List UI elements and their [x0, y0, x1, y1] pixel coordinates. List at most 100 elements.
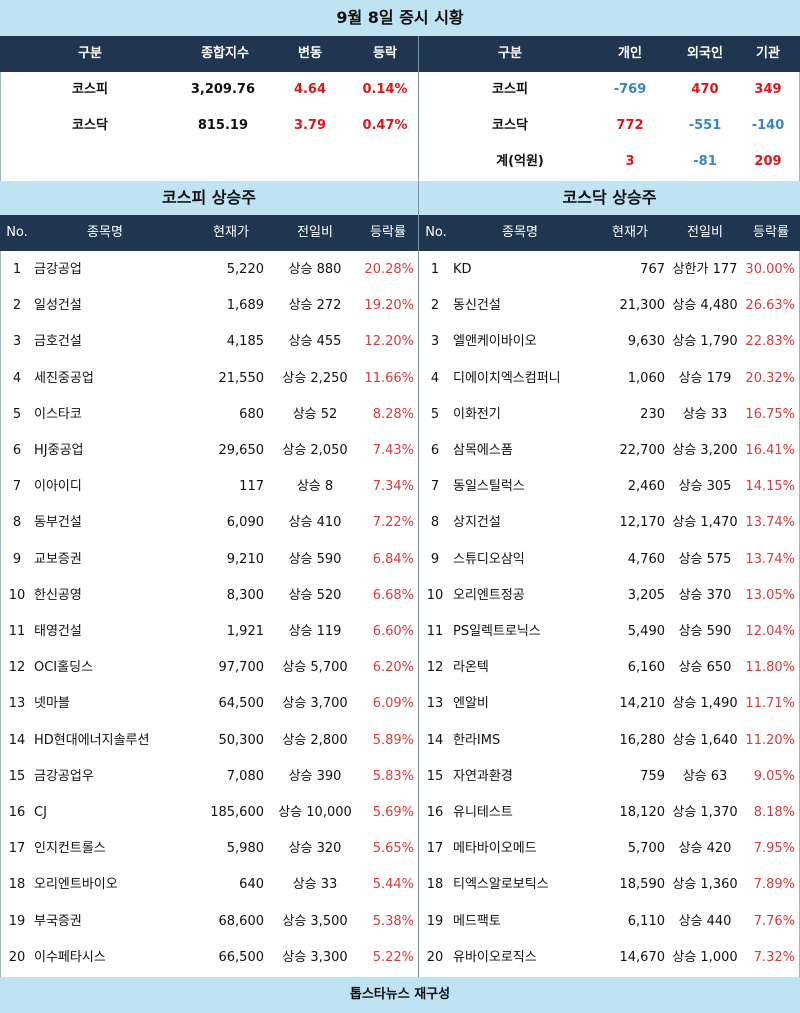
current-price: 22,700 — [619, 443, 666, 458]
price-change: 상승 3,300 — [282, 949, 348, 965]
kosdaq-header-rate: 등락률 — [753, 225, 789, 240]
row-number: 20 — [8, 949, 26, 965]
row-number: 17 — [426, 841, 444, 857]
change-rate: 11.80% — [745, 660, 795, 676]
summary-left-header-3: 등락 — [373, 46, 397, 61]
change-rate: 6.20% — [372, 660, 414, 676]
change-rate: 11.66% — [364, 370, 414, 386]
page-title: 9월 8일 증시 시황 — [0, 0, 800, 36]
current-price: 64,500 — [218, 696, 265, 712]
kospi-header-diff: 전일비 — [297, 225, 333, 240]
change-rate: 7.43% — [372, 443, 414, 458]
price-change: 상승 4,480 — [672, 298, 738, 314]
footer-credit: 톱스타뉴스 재구성 — [0, 977, 800, 1013]
change-rate: 20.32% — [745, 370, 795, 386]
change-rate: 5.38% — [372, 913, 414, 929]
current-price: 97,700 — [218, 660, 265, 676]
kospi-header-rate: 등락률 — [370, 225, 406, 240]
row-number: 1 — [12, 262, 22, 277]
stock-name: 금호건설 — [34, 334, 82, 350]
stock-name: 자연과환경 — [453, 768, 513, 784]
current-price: 14,210 — [619, 696, 666, 712]
current-price: 4,185 — [226, 334, 264, 350]
table-row: 20 유바이오로직스 14,670 상승 1,000 7.32% — [419, 940, 800, 976]
price-change: 상승 1,490 — [672, 696, 738, 712]
row-number: 11 — [8, 624, 26, 639]
change-rate: 7.95% — [753, 841, 795, 857]
stock-name: 금강공업 — [34, 262, 82, 277]
row-number: 15 — [426, 768, 444, 784]
table-row: 7 이아이디 117 상승 8 7.34% — [0, 469, 418, 505]
current-price: 29,650 — [218, 443, 265, 458]
stock-name: 오리엔트바이오 — [34, 877, 118, 893]
current-price: 185,600 — [210, 805, 264, 820]
stock-name: 한신공영 — [34, 587, 82, 603]
change-rate: 16.75% — [745, 406, 795, 422]
kosdaq-header-name: 종목명 — [502, 225, 538, 240]
stock-name: 세진중공업 — [34, 370, 94, 386]
table-row: 11 PS일렉트로닉스 5,490 상승 590 12.04% — [419, 614, 800, 650]
change-rate: 22.83% — [745, 334, 795, 350]
price-change: 상승 179 — [678, 370, 732, 386]
current-price: 5,220 — [226, 262, 264, 277]
table-row: 15 자연과환경 759 상승 63 9.05% — [419, 759, 800, 795]
change-rate: 5.65% — [372, 841, 414, 857]
price-change: 상승 33 — [682, 406, 728, 422]
current-price: 18,590 — [619, 877, 666, 893]
table-row: 2 동신건설 21,300 상승 4,480 26.63% — [419, 288, 800, 324]
row-number: 5 — [430, 406, 440, 422]
stock-name: 스튜디오삼익 — [453, 551, 525, 567]
current-price: 6,110 — [627, 913, 665, 929]
current-price: 5,700 — [627, 841, 665, 857]
stock-name: 동부건설 — [34, 515, 82, 531]
summary-rate: 0.14% — [362, 82, 408, 97]
change-rate: 8.28% — [372, 406, 414, 422]
change-rate: 13.74% — [745, 551, 795, 567]
stock-name: 메타바이오메드 — [453, 841, 537, 857]
row-number: 10 — [426, 587, 444, 603]
gainers-header: No. 종목명 현재가 전일비 등락률 No. 종목명 현재가 전일비 등락률 — [0, 215, 800, 251]
current-price: 680 — [239, 406, 264, 422]
row-number: 3 — [12, 334, 22, 350]
current-price: 12,170 — [619, 515, 666, 531]
summary-right-header-1: 개인 — [618, 46, 642, 61]
current-price: 117 — [239, 479, 264, 495]
kosdaq-header-diff: 전일비 — [687, 225, 723, 240]
row-number: 10 — [8, 587, 26, 603]
change-rate: 7.22% — [372, 515, 414, 531]
summary-foreign: -551 — [688, 118, 722, 133]
price-change: 상승 2,250 — [282, 370, 348, 386]
table-row: 10 한신공영 8,300 상승 520 6.68% — [0, 578, 418, 614]
row-number: 16 — [426, 805, 444, 820]
current-price: 6,160 — [627, 660, 665, 676]
row-number: 19 — [8, 913, 26, 929]
summary-investor-market: 코스닥 — [492, 118, 528, 133]
current-price: 1,921 — [226, 624, 264, 639]
stock-name: PS일렉트로닉스 — [453, 624, 541, 639]
price-change: 상승 3,200 — [672, 443, 738, 458]
price-change: 상승 390 — [288, 768, 342, 784]
summary-institution: -140 — [751, 118, 785, 133]
table-row: 6 HJ중공업 29,650 상승 2,050 7.43% — [0, 433, 418, 469]
current-price: 5,980 — [226, 841, 264, 857]
change-rate: 26.63% — [745, 298, 795, 314]
row-number: 4 — [12, 370, 22, 386]
stock-name: HJ중공업 — [34, 443, 84, 458]
change-rate: 6.60% — [372, 624, 414, 639]
table-row: 13 넷마블 64,500 상승 3,700 6.09% — [0, 686, 418, 722]
summary-left-header-1: 종합지수 — [201, 46, 249, 61]
change-rate: 12.04% — [745, 624, 795, 639]
row-number: 18 — [426, 877, 444, 893]
change-rate: 11.71% — [745, 696, 795, 712]
current-price: 66,500 — [218, 949, 265, 965]
price-change: 상승 1,470 — [672, 515, 738, 531]
row-number: 3 — [430, 334, 440, 350]
kosdaq-header-no: No. — [425, 225, 447, 240]
table-row: 13 엔알비 14,210 상승 1,490 11.71% — [419, 686, 800, 722]
price-change: 상한가 177 — [672, 262, 738, 277]
price-change: 상승 320 — [288, 841, 342, 857]
table-row: 11 태영건설 1,921 상승 119 6.60% — [0, 614, 418, 650]
row-number: 8 — [430, 515, 440, 531]
table-row: 4 디에이치엑스컴퍼니 1,060 상승 179 20.32% — [419, 361, 800, 397]
table-row: 5 이화전기 230 상승 33 16.75% — [419, 397, 800, 433]
